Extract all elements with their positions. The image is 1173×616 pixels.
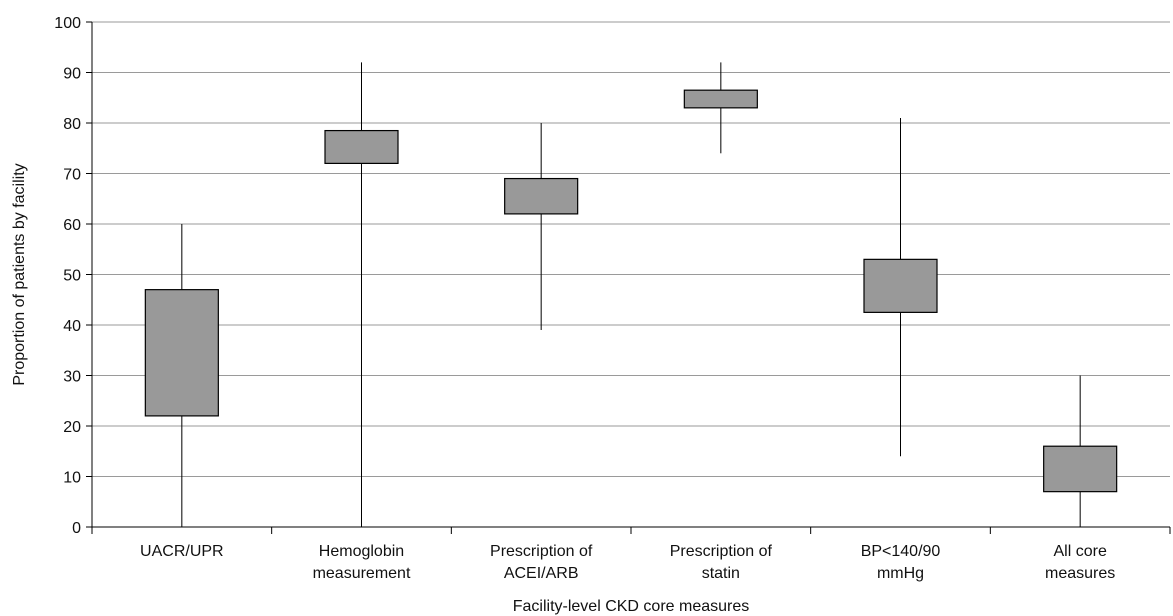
box-body [324,129,399,164]
y-axis-title: Proportion of patients by facility [11,163,28,385]
x-category-label: BP<140/90 mmHg [861,543,941,582]
x-category-label: All core measures [1045,543,1115,582]
y-tick-label: 10 [63,470,81,487]
x-category-label: Prescription of statin [670,543,773,582]
box-series [144,62,1118,527]
box-body [504,177,579,215]
x-axis-title: Facility-level CKD core measures [513,598,750,615]
x-category-label: Prescription of ACEI/ARB [490,543,593,582]
box-body [1043,445,1118,493]
y-tick-label: 40 [63,318,81,335]
y-axis: 0 10 20 30 40 50 60 70 80 90 100 [54,15,93,537]
box-1 [144,224,219,527]
box-3 [504,123,579,331]
x-axis: UACR/UPR Hemoglobin measurement Prescriptio… [91,526,1171,582]
y-tick-label: 0 [72,520,81,537]
y-tick-label: 90 [63,66,81,83]
y-tick-label: 50 [63,268,81,285]
box-2 [324,62,399,527]
y-tick-label: 70 [63,167,81,184]
gridlines [92,21,1170,477]
box-body [863,258,938,313]
box-5 [863,117,938,457]
y-tick-label: 80 [63,116,81,133]
y-tick-label: 60 [63,217,81,234]
x-category-label: UACR/UPR [140,543,224,560]
y-tick-label: 20 [63,419,81,436]
box-body [144,289,219,417]
x-category-label: Hemoglobin measurement [313,543,411,582]
box-4 [683,62,758,154]
box-body [683,89,758,109]
box-6 [1043,375,1118,527]
y-tick-label: 30 [63,369,81,386]
y-tick-label: 100 [54,15,81,32]
